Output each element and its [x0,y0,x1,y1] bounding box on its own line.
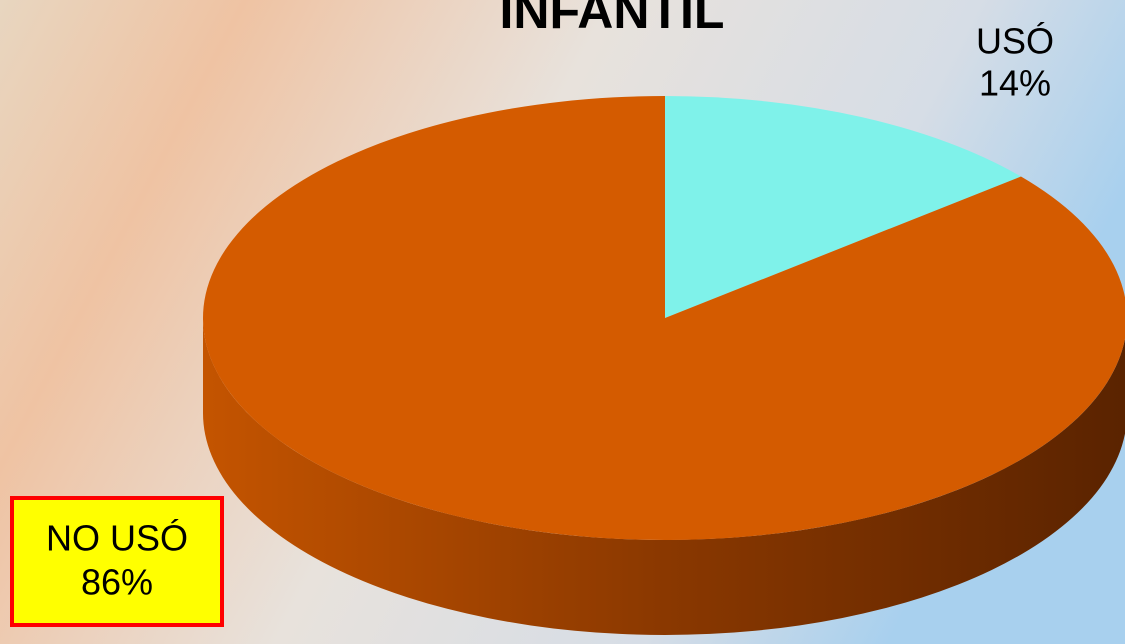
label-box [10,496,224,627]
slice-value-label: 14% [979,63,1051,104]
chart-title: INFANTIL [500,0,725,39]
pie-side [203,318,1125,635]
slice-label: NO USÓ [46,518,188,559]
slice-label: USÓ [976,21,1054,62]
pie [203,96,1125,635]
pie-slice [203,96,1125,540]
slice-value-label: 86% [81,562,153,603]
pie-slice [665,96,1021,318]
